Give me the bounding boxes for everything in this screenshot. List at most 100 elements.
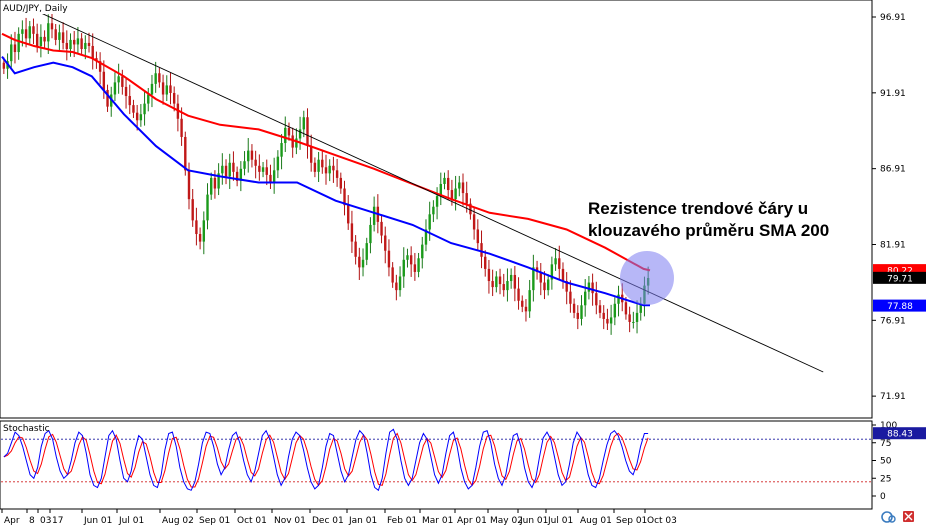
candle-body bbox=[39, 36, 43, 46]
price-label: 80.22 bbox=[887, 267, 913, 277]
candle-body bbox=[465, 193, 468, 204]
candle-body bbox=[354, 241, 357, 257]
candle-body bbox=[117, 76, 120, 83]
candle-body bbox=[287, 127, 291, 136]
candle-body bbox=[535, 267, 539, 272]
candle-body bbox=[517, 288, 520, 301]
candle-body bbox=[206, 194, 209, 221]
close-icon[interactable] bbox=[903, 511, 914, 522]
candle-body bbox=[543, 282, 546, 291]
x-tick-label: May 02 bbox=[490, 516, 523, 526]
candle-body bbox=[406, 255, 409, 260]
candle-body bbox=[143, 103, 146, 115]
x-tick-label: 03 bbox=[40, 516, 51, 526]
candle-body bbox=[61, 32, 65, 43]
x-tick-label: Jun 01 bbox=[83, 516, 112, 526]
candle-body bbox=[446, 177, 450, 191]
axes-layer: 96.91 91.91 86.91 81.91 76.91 71.91 80.2279.71… bbox=[1, 13, 926, 526]
y-tick-label: 96.91 bbox=[880, 13, 906, 23]
candle-body bbox=[506, 281, 509, 291]
candle-body bbox=[509, 274, 513, 282]
candle-body bbox=[32, 26, 35, 34]
refresh-icon[interactable] bbox=[881, 511, 896, 523]
candle-body bbox=[317, 159, 320, 172]
candle-body bbox=[250, 150, 254, 160]
candle-body bbox=[484, 256, 487, 269]
candle-body bbox=[217, 173, 220, 189]
candle-body bbox=[98, 61, 102, 72]
candle-body bbox=[24, 29, 28, 39]
candle-body bbox=[472, 214, 476, 230]
candle-body bbox=[139, 114, 143, 121]
candle-body bbox=[439, 183, 442, 197]
candle-body bbox=[584, 291, 587, 306]
candle-body bbox=[572, 303, 576, 313]
stochastic-panel bbox=[0, 420, 873, 510]
candle-body bbox=[617, 294, 620, 304]
candle-body bbox=[469, 203, 472, 215]
candle-body bbox=[487, 268, 491, 282]
annotation-line-2: klouzavého průměru SMA 200 bbox=[588, 221, 829, 240]
candle-body bbox=[639, 303, 642, 313]
candle-body bbox=[339, 177, 343, 189]
candle-body bbox=[2, 62, 6, 69]
x-tick-label: Jul 01 bbox=[547, 516, 573, 526]
candle-body bbox=[380, 221, 383, 236]
candle-body bbox=[398, 276, 402, 291]
candle-body bbox=[132, 105, 135, 113]
candle-body bbox=[391, 267, 394, 283]
candle-body bbox=[580, 305, 583, 319]
candle-body bbox=[428, 214, 431, 230]
price-label: 77.88 bbox=[887, 302, 913, 312]
candle-body bbox=[91, 45, 94, 59]
candle-body bbox=[221, 165, 224, 174]
x-tick-label: Jun 01 bbox=[519, 516, 548, 526]
x-tick-label: Oct 01 bbox=[237, 516, 267, 526]
main-panel bbox=[0, 0, 873, 419]
candle-body bbox=[458, 182, 461, 189]
candle-body bbox=[265, 167, 268, 175]
candle-body bbox=[210, 177, 213, 195]
candle-body bbox=[69, 39, 72, 50]
x-tick-label: Aug 02 bbox=[162, 516, 194, 526]
candle-body bbox=[54, 29, 57, 40]
y-tick-label: 71.91 bbox=[880, 392, 906, 402]
candle-body bbox=[43, 36, 46, 42]
candle-body bbox=[13, 44, 17, 53]
stoch-tick-label: 75 bbox=[880, 439, 891, 449]
candle-body bbox=[606, 318, 609, 324]
candle-body bbox=[635, 312, 639, 322]
candle-body bbox=[76, 38, 80, 45]
candle-body bbox=[202, 220, 206, 242]
candle-body bbox=[365, 243, 368, 260]
x-tick-label: Nov 01 bbox=[274, 516, 306, 526]
candles-layer bbox=[2, 11, 650, 335]
candle-body bbox=[313, 162, 317, 172]
candle-body bbox=[198, 234, 202, 242]
candle-body bbox=[628, 314, 631, 322]
candle-body bbox=[395, 282, 398, 291]
stochastic-label: Stochastic bbox=[3, 424, 50, 434]
candle-body bbox=[576, 312, 579, 319]
candle-body bbox=[291, 135, 294, 148]
candle-body bbox=[10, 44, 13, 62]
candle-body bbox=[106, 89, 109, 107]
candle-body bbox=[228, 162, 231, 177]
candle-body bbox=[324, 167, 328, 174]
candle-body bbox=[169, 85, 172, 93]
stoch-tick-label: 50 bbox=[880, 457, 892, 467]
candle-body bbox=[461, 182, 465, 194]
candle-body bbox=[232, 162, 235, 172]
x-tick-label: Feb 01 bbox=[387, 516, 417, 526]
candle-body bbox=[154, 73, 157, 84]
candle-body bbox=[172, 92, 176, 104]
candle-body bbox=[239, 168, 243, 181]
candle-body bbox=[295, 138, 298, 148]
price-label-bg bbox=[873, 271, 926, 284]
x-tick-label: Oct 03 bbox=[647, 516, 677, 526]
candle-body bbox=[598, 305, 602, 313]
candle-body bbox=[632, 321, 635, 323]
candle-body bbox=[358, 256, 361, 268]
candle-body bbox=[272, 170, 276, 183]
